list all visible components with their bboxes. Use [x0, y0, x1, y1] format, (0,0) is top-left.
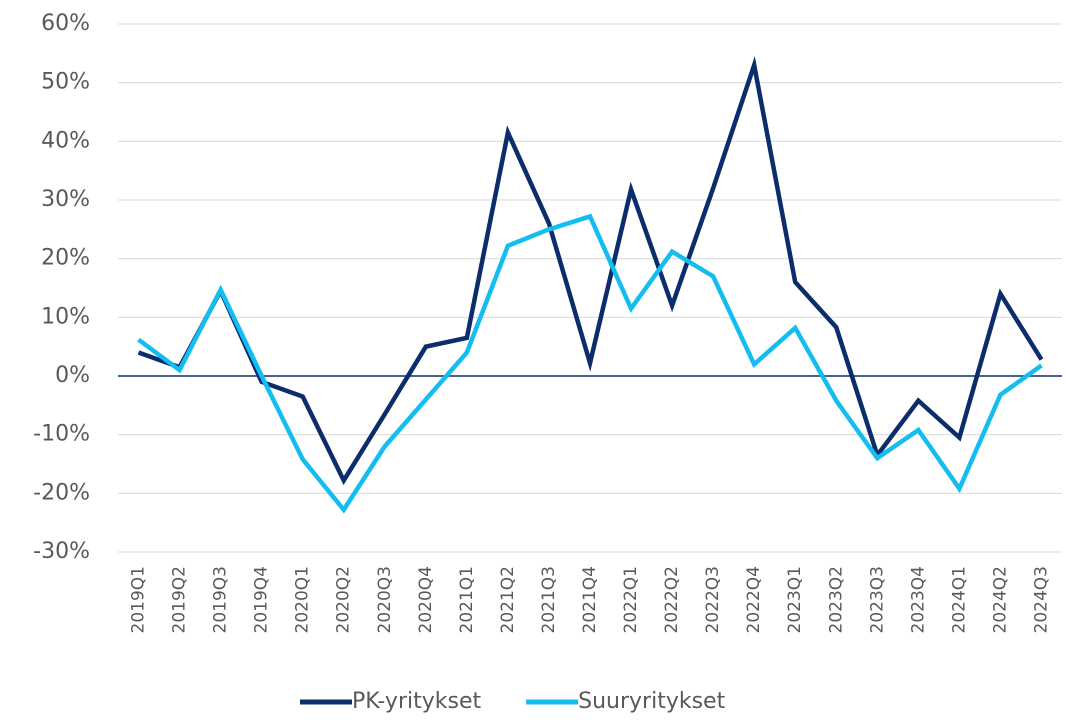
x-tick-label: 2021Q2 [498, 566, 518, 633]
x-tick-label: 2022Q2 [662, 566, 682, 633]
series-line [137, 213, 1043, 514]
x-tick-label: 2020Q4 [416, 566, 436, 633]
y-tick-label: 60% [41, 11, 90, 36]
y-tick-label: -10% [33, 422, 90, 447]
x-tick-label: 2021Q4 [580, 566, 600, 633]
x-tick-label: 2024Q3 [1031, 566, 1051, 633]
x-tick-label: 2024Q2 [990, 566, 1010, 633]
y-tick-label: 30% [41, 187, 90, 212]
x-tick-label: 2021Q3 [539, 566, 559, 633]
x-tick-label: 2019Q3 [211, 566, 231, 633]
y-tick-label: 20% [41, 246, 90, 271]
x-tick-label: 2022Q3 [703, 566, 723, 633]
x-tick-label: 2020Q1 [293, 566, 313, 633]
y-tick-label: -30% [33, 539, 90, 564]
x-tick-label: 2020Q2 [334, 566, 354, 633]
legend-label: PK-yritykset [352, 689, 481, 714]
y-tick-label: 50% [41, 70, 90, 95]
series-line [137, 56, 1044, 486]
x-tick-label: 2024Q1 [949, 566, 969, 633]
x-tick-label: 2023Q4 [908, 566, 928, 633]
x-tick-label: 2021Q1 [457, 566, 477, 633]
y-tick-label: 10% [41, 304, 90, 329]
x-tick-label: 2020Q3 [375, 566, 395, 633]
x-tick-label: 2019Q4 [252, 566, 272, 633]
x-tick-label: 2023Q3 [867, 566, 887, 633]
x-tick-label: 2022Q4 [744, 566, 764, 633]
legend-label: Suuryritykset [578, 689, 725, 714]
x-tick-label: 2023Q1 [785, 566, 805, 633]
y-tick-label: -20% [33, 480, 90, 505]
y-tick-label: 40% [41, 128, 90, 153]
x-tick-label: 2019Q2 [170, 566, 190, 633]
y-tick-label: 0% [55, 363, 90, 388]
x-tick-label: 2023Q2 [826, 566, 846, 633]
x-tick-label: 2019Q1 [129, 566, 149, 633]
x-tick-label: 2022Q1 [621, 566, 641, 633]
